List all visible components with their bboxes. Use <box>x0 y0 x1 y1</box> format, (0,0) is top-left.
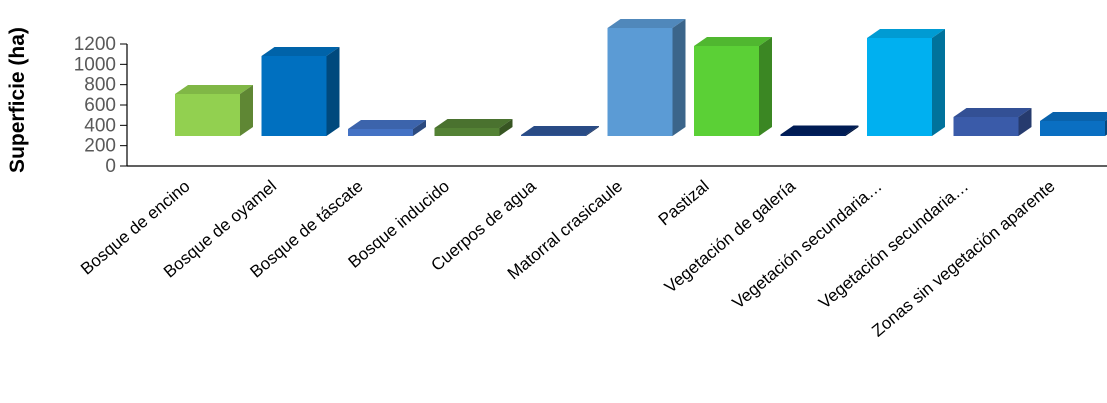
bar-top-face <box>781 126 859 135</box>
bar-front-face <box>1040 121 1105 136</box>
bar-top-face <box>348 120 426 129</box>
y-tick-label: 400 <box>84 115 116 136</box>
bar <box>781 126 859 137</box>
bar <box>694 37 772 136</box>
bar <box>608 19 686 136</box>
y-tick-label: 1000 <box>74 54 116 75</box>
x-category-label: Zonas sin vegetación aparente <box>868 177 1058 341</box>
bar-front-face <box>348 129 413 136</box>
bar <box>435 119 513 136</box>
bar-side-face <box>932 29 945 136</box>
bar <box>348 120 426 136</box>
x-category-label: Pastizal <box>655 177 713 230</box>
bar-front-face <box>608 28 673 136</box>
y-tick-label: 600 <box>84 95 116 116</box>
bar-front-face <box>262 56 327 136</box>
bar-top-face <box>954 108 1032 117</box>
bar-top-face <box>867 29 945 38</box>
bar-front-face <box>694 46 759 136</box>
bar-front-face <box>435 128 500 136</box>
bar-top-face <box>521 126 599 135</box>
bar <box>954 108 1032 136</box>
y-axis-title: Superficie (ha) <box>6 27 29 173</box>
bar <box>521 126 599 136</box>
y-tick-label: 0 <box>105 156 116 177</box>
x-category-label: Vegetación secundaria… <box>729 177 886 313</box>
bar-top-face <box>262 47 340 56</box>
bar-top-face <box>1040 112 1107 121</box>
bar <box>175 85 253 136</box>
bar-top-face <box>175 85 253 94</box>
y-tick-label: 800 <box>84 75 116 96</box>
bar-side-face <box>673 19 686 136</box>
x-category-label: Vegetación secundaria… <box>815 177 972 313</box>
bar-front-face <box>781 135 846 137</box>
bar <box>867 29 945 136</box>
bar <box>1040 112 1107 136</box>
bar-front-face <box>175 94 240 136</box>
bar-side-face <box>759 37 772 136</box>
bar-top-face <box>608 19 686 28</box>
bar-front-face <box>521 135 586 136</box>
bars-group <box>175 19 1107 136</box>
bar-front-face <box>867 38 932 136</box>
bar-side-face <box>327 47 340 136</box>
y-tick-label: 200 <box>84 136 116 157</box>
bar <box>262 47 340 136</box>
bar-front-face <box>954 117 1019 136</box>
y-tick-label: 1200 <box>74 34 116 55</box>
bar-top-face <box>694 37 772 46</box>
bar-top-face <box>435 119 513 128</box>
